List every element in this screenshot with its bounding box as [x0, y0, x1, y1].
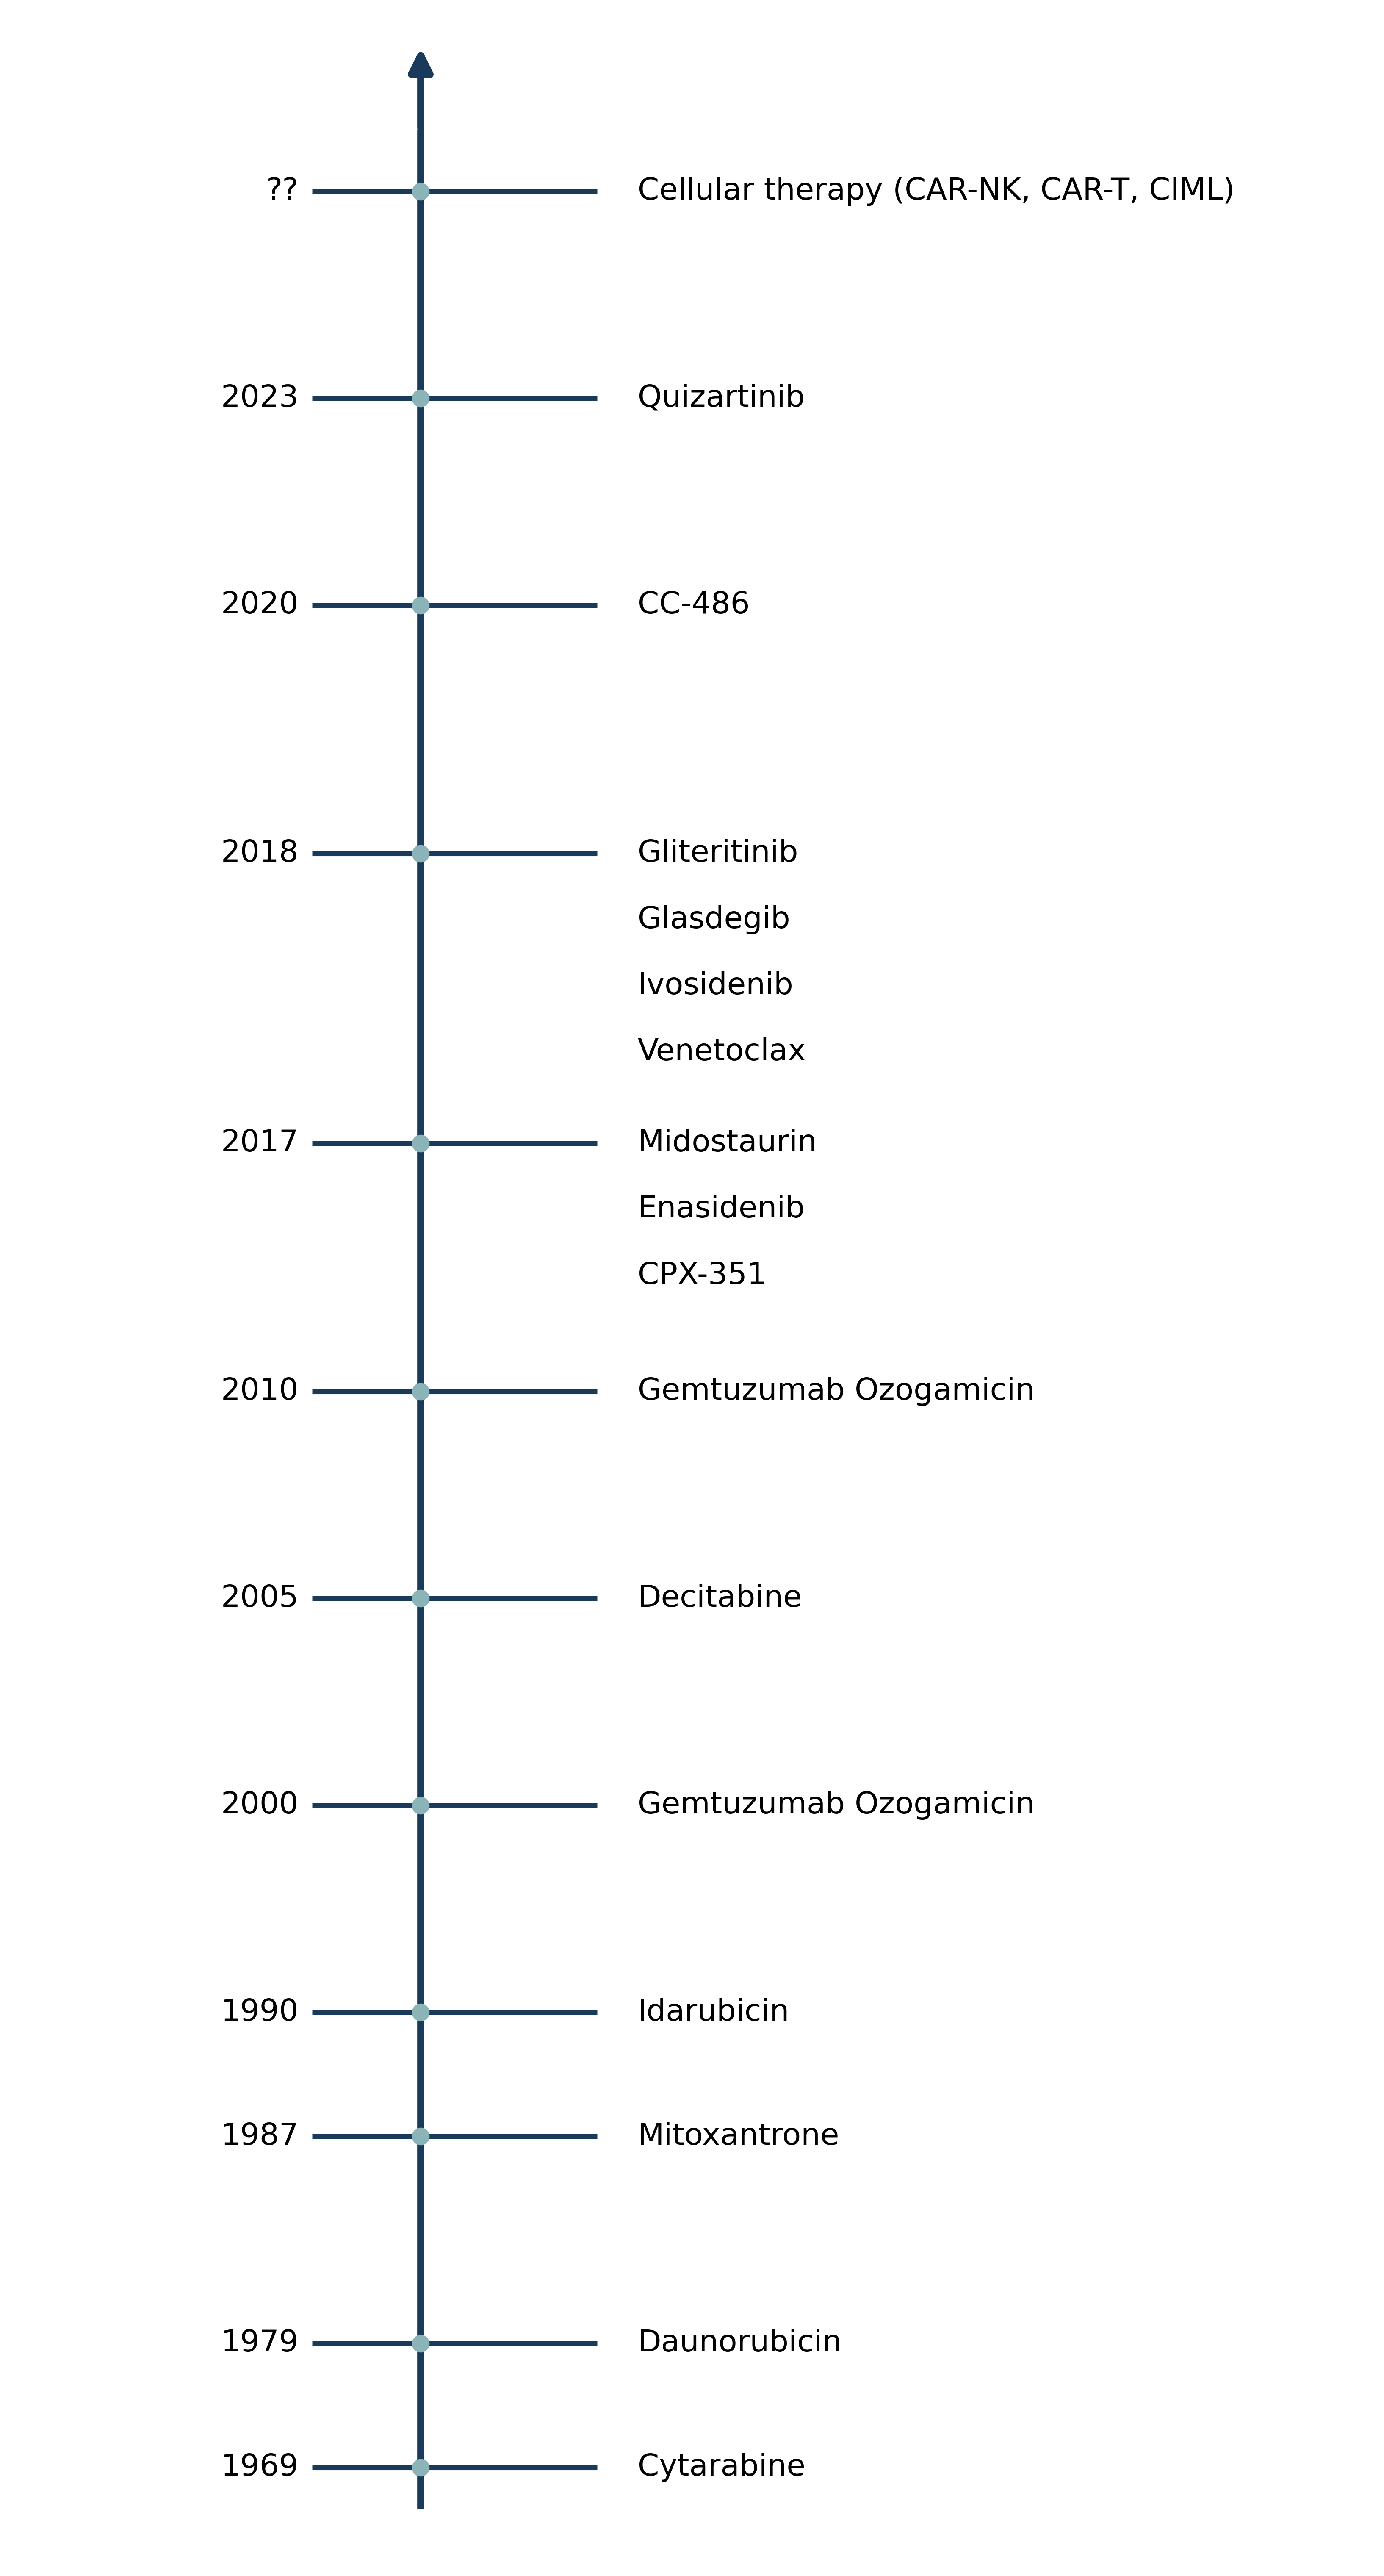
Point — [410, 170, 432, 211]
Text: 1990: 1990 — [221, 1996, 299, 2027]
Text: 2000: 2000 — [221, 1790, 299, 1819]
Point — [410, 2447, 432, 2488]
Point — [410, 832, 432, 873]
Point — [410, 379, 432, 420]
Text: 2023: 2023 — [221, 384, 299, 412]
Text: Cellular therapy (CAR-NK, CAR-T, CIML): Cellular therapy (CAR-NK, CAR-T, CIML) — [638, 178, 1235, 206]
Point — [410, 1370, 432, 1412]
Text: Gliteritinib: Gliteritinib — [638, 840, 799, 868]
Point — [410, 585, 432, 626]
Point — [410, 1785, 432, 1826]
Point — [410, 1123, 432, 1164]
Text: Mitoxantrone: Mitoxantrone — [638, 2123, 840, 2151]
Text: 2005: 2005 — [221, 1584, 299, 1613]
Text: 1979: 1979 — [221, 2329, 299, 2357]
Text: Midostaurin: Midostaurin — [638, 1128, 818, 1157]
Text: Ivosidenib: Ivosidenib — [638, 971, 793, 999]
Text: CC-486: CC-486 — [638, 590, 750, 621]
Point — [410, 2324, 432, 2365]
Text: Gemtuzumab Ozogamicin: Gemtuzumab Ozogamicin — [638, 1376, 1035, 1406]
Point — [410, 1991, 432, 2032]
Text: Decitabine: Decitabine — [638, 1584, 803, 1613]
Text: CPX-351: CPX-351 — [638, 1262, 767, 1291]
Text: 1987: 1987 — [221, 2123, 299, 2151]
Text: Enasidenib: Enasidenib — [638, 1195, 805, 1224]
Text: Daunorubicin: Daunorubicin — [638, 2329, 841, 2357]
Text: ??: ?? — [266, 178, 299, 206]
Point — [410, 1577, 432, 1618]
Text: 1969: 1969 — [221, 2452, 299, 2483]
Text: Cytarabine: Cytarabine — [638, 2452, 805, 2483]
Text: 2020: 2020 — [221, 590, 299, 621]
Text: 2017: 2017 — [221, 1128, 299, 1157]
Text: Idarubicin: Idarubicin — [638, 1996, 789, 2027]
Text: 2010: 2010 — [221, 1376, 299, 1406]
Text: Venetoclax: Venetoclax — [638, 1038, 807, 1066]
Point — [410, 2115, 432, 2156]
Text: Gemtuzumab Ozogamicin: Gemtuzumab Ozogamicin — [638, 1790, 1035, 1819]
Text: Quizartinib: Quizartinib — [638, 384, 805, 412]
Text: Glasdegib: Glasdegib — [638, 904, 790, 935]
Text: 2018: 2018 — [221, 840, 299, 868]
